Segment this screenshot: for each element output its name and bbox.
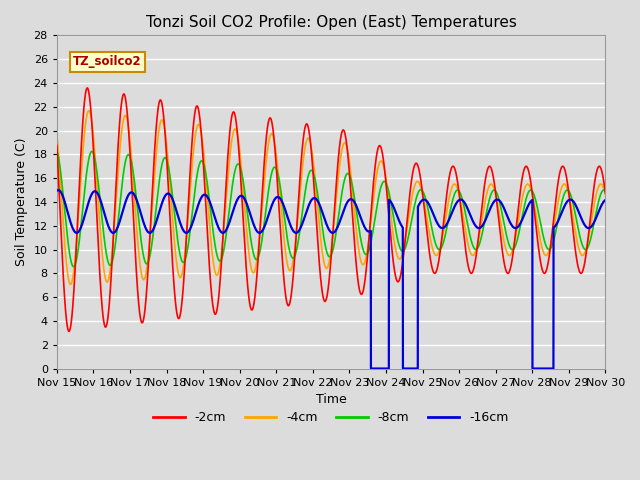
X-axis label: Time: Time xyxy=(316,393,346,406)
Y-axis label: Soil Temperature (C): Soil Temperature (C) xyxy=(15,138,28,266)
Title: Tonzi Soil CO2 Profile: Open (East) Temperatures: Tonzi Soil CO2 Profile: Open (East) Temp… xyxy=(146,15,516,30)
Text: TZ_soilco2: TZ_soilco2 xyxy=(74,55,142,68)
Legend: -2cm, -4cm, -8cm, -16cm: -2cm, -4cm, -8cm, -16cm xyxy=(148,406,514,429)
